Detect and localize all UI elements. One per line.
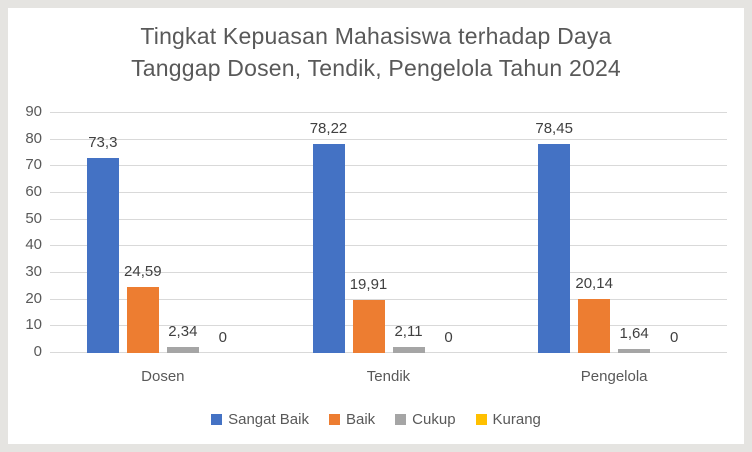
y-axis-tick-label: 20 [25, 289, 42, 307]
y-axis-tick-label: 0 [33, 343, 42, 360]
y-axis-tick-label: 90 [25, 103, 42, 120]
legend-marker-icon [328, 414, 340, 425]
bar-baik-pengelola [578, 299, 611, 353]
bar-value-label: 2,34 [168, 322, 198, 340]
bar-value-label: 0 [218, 329, 227, 346]
bar-sangat-baik-tendik [312, 144, 345, 353]
gridline [50, 272, 727, 273]
y-axis-tick-label: 80 [25, 129, 42, 147]
chart-title: Tingkat Kepuasan Mahasiswa terhadap Daya… [8, 20, 744, 84]
category-label-pengelola: Pengelola [580, 368, 648, 385]
legend-item-baik: Baik [328, 411, 376, 428]
y-axis-tick-label: 30 [25, 263, 42, 280]
y-axis-tick-label: 50 [25, 209, 42, 227]
bar-baik-tendik [352, 299, 385, 353]
legend-label: Kurang [492, 411, 541, 428]
bar-value-label: 19,91 [349, 275, 388, 293]
bar-value-label: 20,14 [575, 275, 613, 293]
category-label-tendik: Tendik [366, 368, 411, 385]
bar-value-label: 78,22 [309, 120, 348, 138]
gridline [50, 352, 727, 353]
bar-cukup-pengelola [618, 348, 651, 353]
chart-title-line-2: Tanggap Dosen, Tendik, Pengelola Tahun 2… [131, 55, 621, 81]
legend-marker-icon [395, 414, 407, 425]
legend-marker-icon [475, 414, 487, 425]
bar-baik-dosen [126, 287, 159, 353]
gridline [50, 325, 727, 327]
gridline [50, 165, 727, 167]
bar-sangat-baik-pengelola [538, 143, 571, 353]
gridline [50, 138, 727, 140]
legend-item-sangat-baik: Sangat Baik [211, 411, 309, 428]
legend-label: Baik [345, 411, 376, 428]
legend: Sangat Baik Baik Cukup Kurang [8, 411, 744, 428]
legend-label: Sangat Baik [228, 411, 309, 428]
gridline [50, 218, 727, 220]
bar-sangat-baik-dosen [86, 157, 119, 353]
gridline [50, 192, 727, 193]
chart-title-line-1: Tingkat Kepuasan Mahasiswa terhadap Daya [140, 23, 612, 49]
bar-value-label: 1,64 [619, 324, 649, 342]
y-axis-tick-label: 10 [25, 316, 42, 334]
bar-value-label: 78,45 [535, 119, 573, 137]
bar-value-label: 0 [669, 329, 679, 346]
bar-cukup-dosen [166, 346, 199, 353]
y-axis-tick-label: 70 [25, 156, 42, 174]
legend-label: Cukup [412, 411, 456, 428]
gridline [50, 112, 727, 113]
bar-value-label: 24,59 [124, 263, 162, 281]
legend-item-cukup: Cukup [395, 411, 456, 428]
bar-cukup-tendik [392, 347, 425, 353]
bar-value-label: 2,11 [394, 323, 423, 341]
bar-value-label: 73,3 [88, 133, 118, 151]
y-axis-tick-label: 40 [25, 236, 42, 254]
y-axis-tick-label: 60 [25, 183, 42, 200]
category-label-dosen: Dosen [141, 368, 185, 385]
legend-marker-icon [211, 414, 223, 425]
bar-value-label: 0 [444, 329, 453, 346]
legend-item-kurang: Kurang [475, 411, 541, 428]
gridline [50, 245, 727, 247]
bar-chart: Tingkat Kepuasan Mahasiswa terhadap Daya… [8, 8, 744, 444]
plot-area: 0 10 20 30 40 50 60 70 80 90 73,3 24,59 2,34 0 Dosen 78… [25, 103, 727, 385]
gridline [50, 298, 727, 300]
